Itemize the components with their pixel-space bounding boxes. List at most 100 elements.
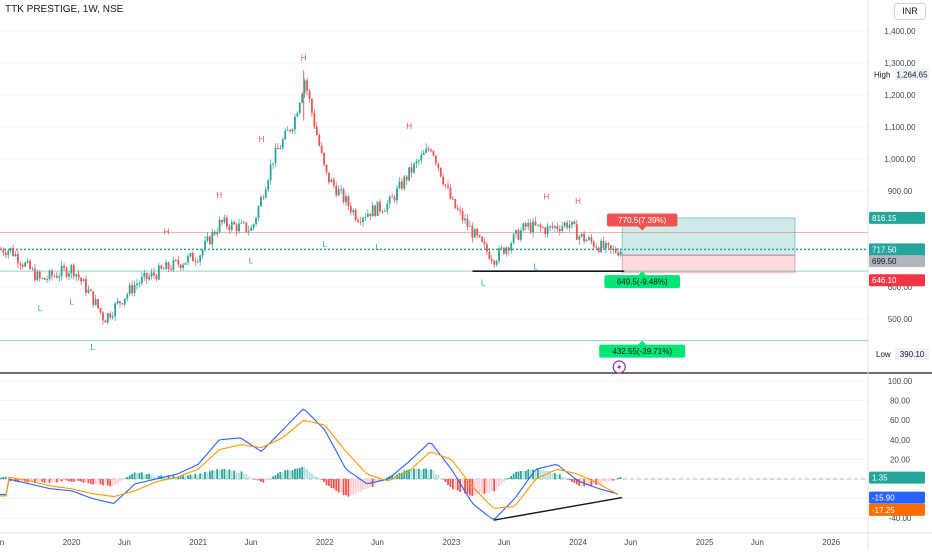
macd-histogram-bar	[267, 479, 270, 480]
macd-histogram-bar	[427, 469, 430, 479]
candle-body	[430, 149, 432, 152]
time-tick-label: Jun	[751, 538, 764, 547]
macd-histogram-bar	[532, 469, 534, 479]
candle-body	[391, 196, 394, 198]
candle-body	[420, 154, 423, 161]
macd-histogram-bar	[172, 475, 175, 479]
time-tick-label: 2023	[443, 538, 461, 547]
candle-body	[515, 230, 517, 234]
macd-histogram-bar	[0, 477, 2, 479]
candle-body	[191, 253, 194, 262]
upper-callout-box	[607, 213, 678, 227]
macd-histogram-bar	[393, 475, 396, 479]
candle-body	[87, 289, 90, 293]
candle-body	[208, 236, 211, 245]
candle-body	[473, 229, 476, 238]
macd-histogram-bar	[272, 476, 274, 479]
price-tick-label: 1,000.00	[884, 155, 916, 164]
macd-histogram-bar	[303, 467, 306, 479]
macd-histogram-bar	[459, 479, 462, 493]
candle-body	[262, 197, 265, 198]
candle-body	[393, 196, 396, 201]
candle-body	[7, 250, 10, 256]
macd-histogram-bar	[313, 475, 316, 479]
candle-body	[558, 229, 561, 231]
candle-body	[366, 213, 369, 217]
candle-body	[488, 251, 491, 259]
macd-histogram-bar	[468, 479, 471, 496]
candle-body	[189, 253, 192, 257]
candle-body	[199, 255, 202, 262]
macd-histogram-bar	[522, 471, 525, 479]
macd-histogram-bar	[320, 479, 323, 480]
macd-histogram-bar	[31, 479, 34, 482]
macd-histogram-bar	[362, 479, 364, 491]
candle-body	[588, 237, 590, 240]
candle-body	[337, 189, 340, 196]
currency-button[interactable]: INR	[894, 3, 926, 20]
candle-body	[211, 231, 214, 245]
macd-histogram-bar	[524, 470, 527, 479]
candle-body	[148, 276, 151, 280]
candle-body	[187, 256, 189, 263]
candle-body	[230, 222, 233, 230]
candle-body	[323, 152, 325, 165]
candle-body	[284, 130, 287, 140]
macd-histogram-bar	[430, 469, 432, 479]
candle-body	[150, 272, 153, 277]
macd-histogram-bar	[194, 473, 197, 479]
macd-histogram-bar	[133, 472, 136, 479]
candle-body	[568, 224, 571, 228]
candle-body	[291, 129, 294, 132]
candle-body	[281, 139, 284, 149]
candle-body	[194, 261, 197, 263]
candle-body	[9, 247, 12, 251]
pivot-high-label: H	[259, 135, 265, 144]
macd-histogram-bar	[111, 479, 114, 487]
macd-histogram-bar	[590, 479, 593, 486]
macd-histogram-bar	[284, 470, 287, 479]
macd-histogram-bar	[561, 476, 564, 479]
candle-body	[213, 231, 216, 235]
candle-body	[541, 227, 544, 229]
candle-body	[269, 164, 272, 181]
high-value-badge	[895, 68, 929, 81]
pivot-low-label: L	[38, 304, 43, 313]
macd-histogram-bar	[607, 479, 610, 482]
macd-histogram-bar	[315, 476, 318, 479]
lightning-glyph	[617, 363, 622, 371]
candle-body	[14, 254, 17, 257]
candle-body	[342, 188, 345, 203]
macd-histogram-bar	[558, 474, 561, 479]
candle-body	[160, 265, 163, 269]
macd-histogram-bar	[408, 469, 411, 479]
macd-histogram-bar	[379, 479, 381, 482]
candle-body	[77, 274, 80, 278]
candle-body	[255, 217, 257, 224]
macd-histogram-bar	[507, 477, 510, 479]
candle-body	[274, 147, 277, 164]
macd-histogram-bar	[432, 470, 435, 479]
macd-histogram-bar	[554, 473, 556, 479]
time-tick-label: Jun	[624, 538, 637, 547]
candle-body	[476, 229, 479, 236]
macd-histogram-bar	[296, 468, 299, 479]
macd-histogram-bar	[121, 479, 124, 481]
candle-body	[65, 267, 68, 277]
candle-body	[177, 259, 180, 265]
macd-histogram-bar	[221, 469, 223, 479]
macd-histogram-bar	[585, 479, 588, 486]
low-value: 390.10	[900, 350, 925, 359]
candle-body	[451, 198, 454, 200]
macd-histogram-bar	[510, 476, 513, 479]
macd-histogram-bar	[493, 479, 496, 492]
macd-histogram-bar	[410, 469, 413, 479]
macd-histogram-bar	[500, 479, 503, 485]
pivot-low-label: L	[323, 240, 328, 249]
candle-body	[364, 216, 367, 218]
candle-body	[116, 301, 119, 304]
candle-body	[381, 211, 384, 212]
macd-histogram-bar	[126, 477, 129, 479]
macd-histogram-bar	[447, 479, 449, 486]
